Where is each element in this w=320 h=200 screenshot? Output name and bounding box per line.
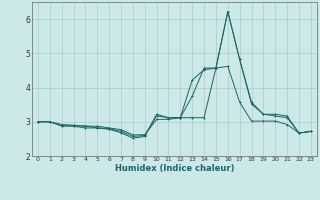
X-axis label: Humidex (Indice chaleur): Humidex (Indice chaleur) (115, 164, 234, 173)
